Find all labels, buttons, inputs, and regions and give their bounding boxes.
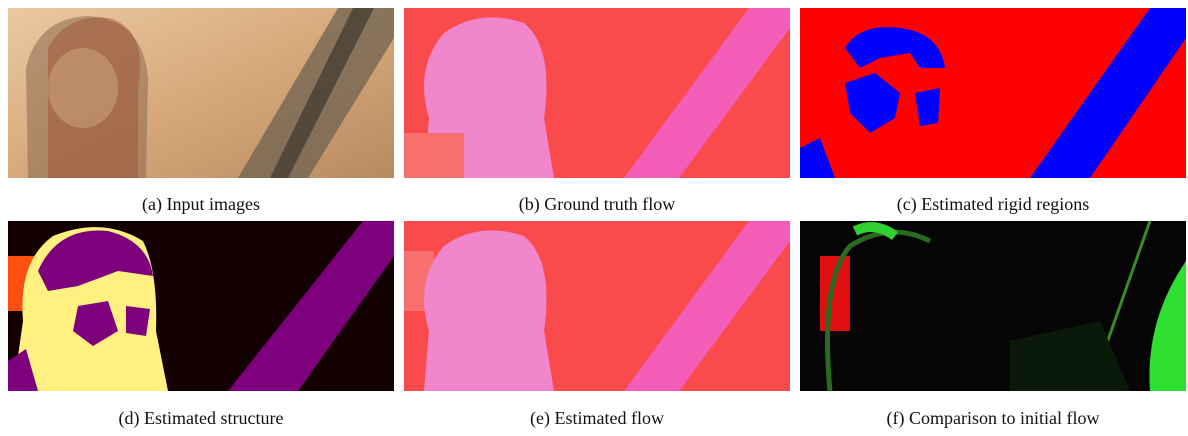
caption: (f) Comparison to initial flow — [800, 408, 1186, 429]
figure: (a) Input images (b) Ground truth flow (… — [0, 0, 1188, 436]
comparison-to-initial-flow — [800, 221, 1186, 391]
estimated-structure — [8, 221, 394, 391]
caption: (a) Input images — [8, 194, 394, 215]
estimated-flow — [404, 221, 790, 391]
caption: (c) Estimated rigid regions — [800, 194, 1186, 215]
caption: (e) Estimated flow — [404, 408, 790, 429]
estimated-rigid-regions — [800, 8, 1186, 178]
ground-truth-flow — [404, 8, 790, 178]
input-images — [8, 8, 394, 178]
caption: (b) Ground truth flow — [404, 194, 790, 215]
caption: (d) Estimated structure — [8, 408, 394, 429]
